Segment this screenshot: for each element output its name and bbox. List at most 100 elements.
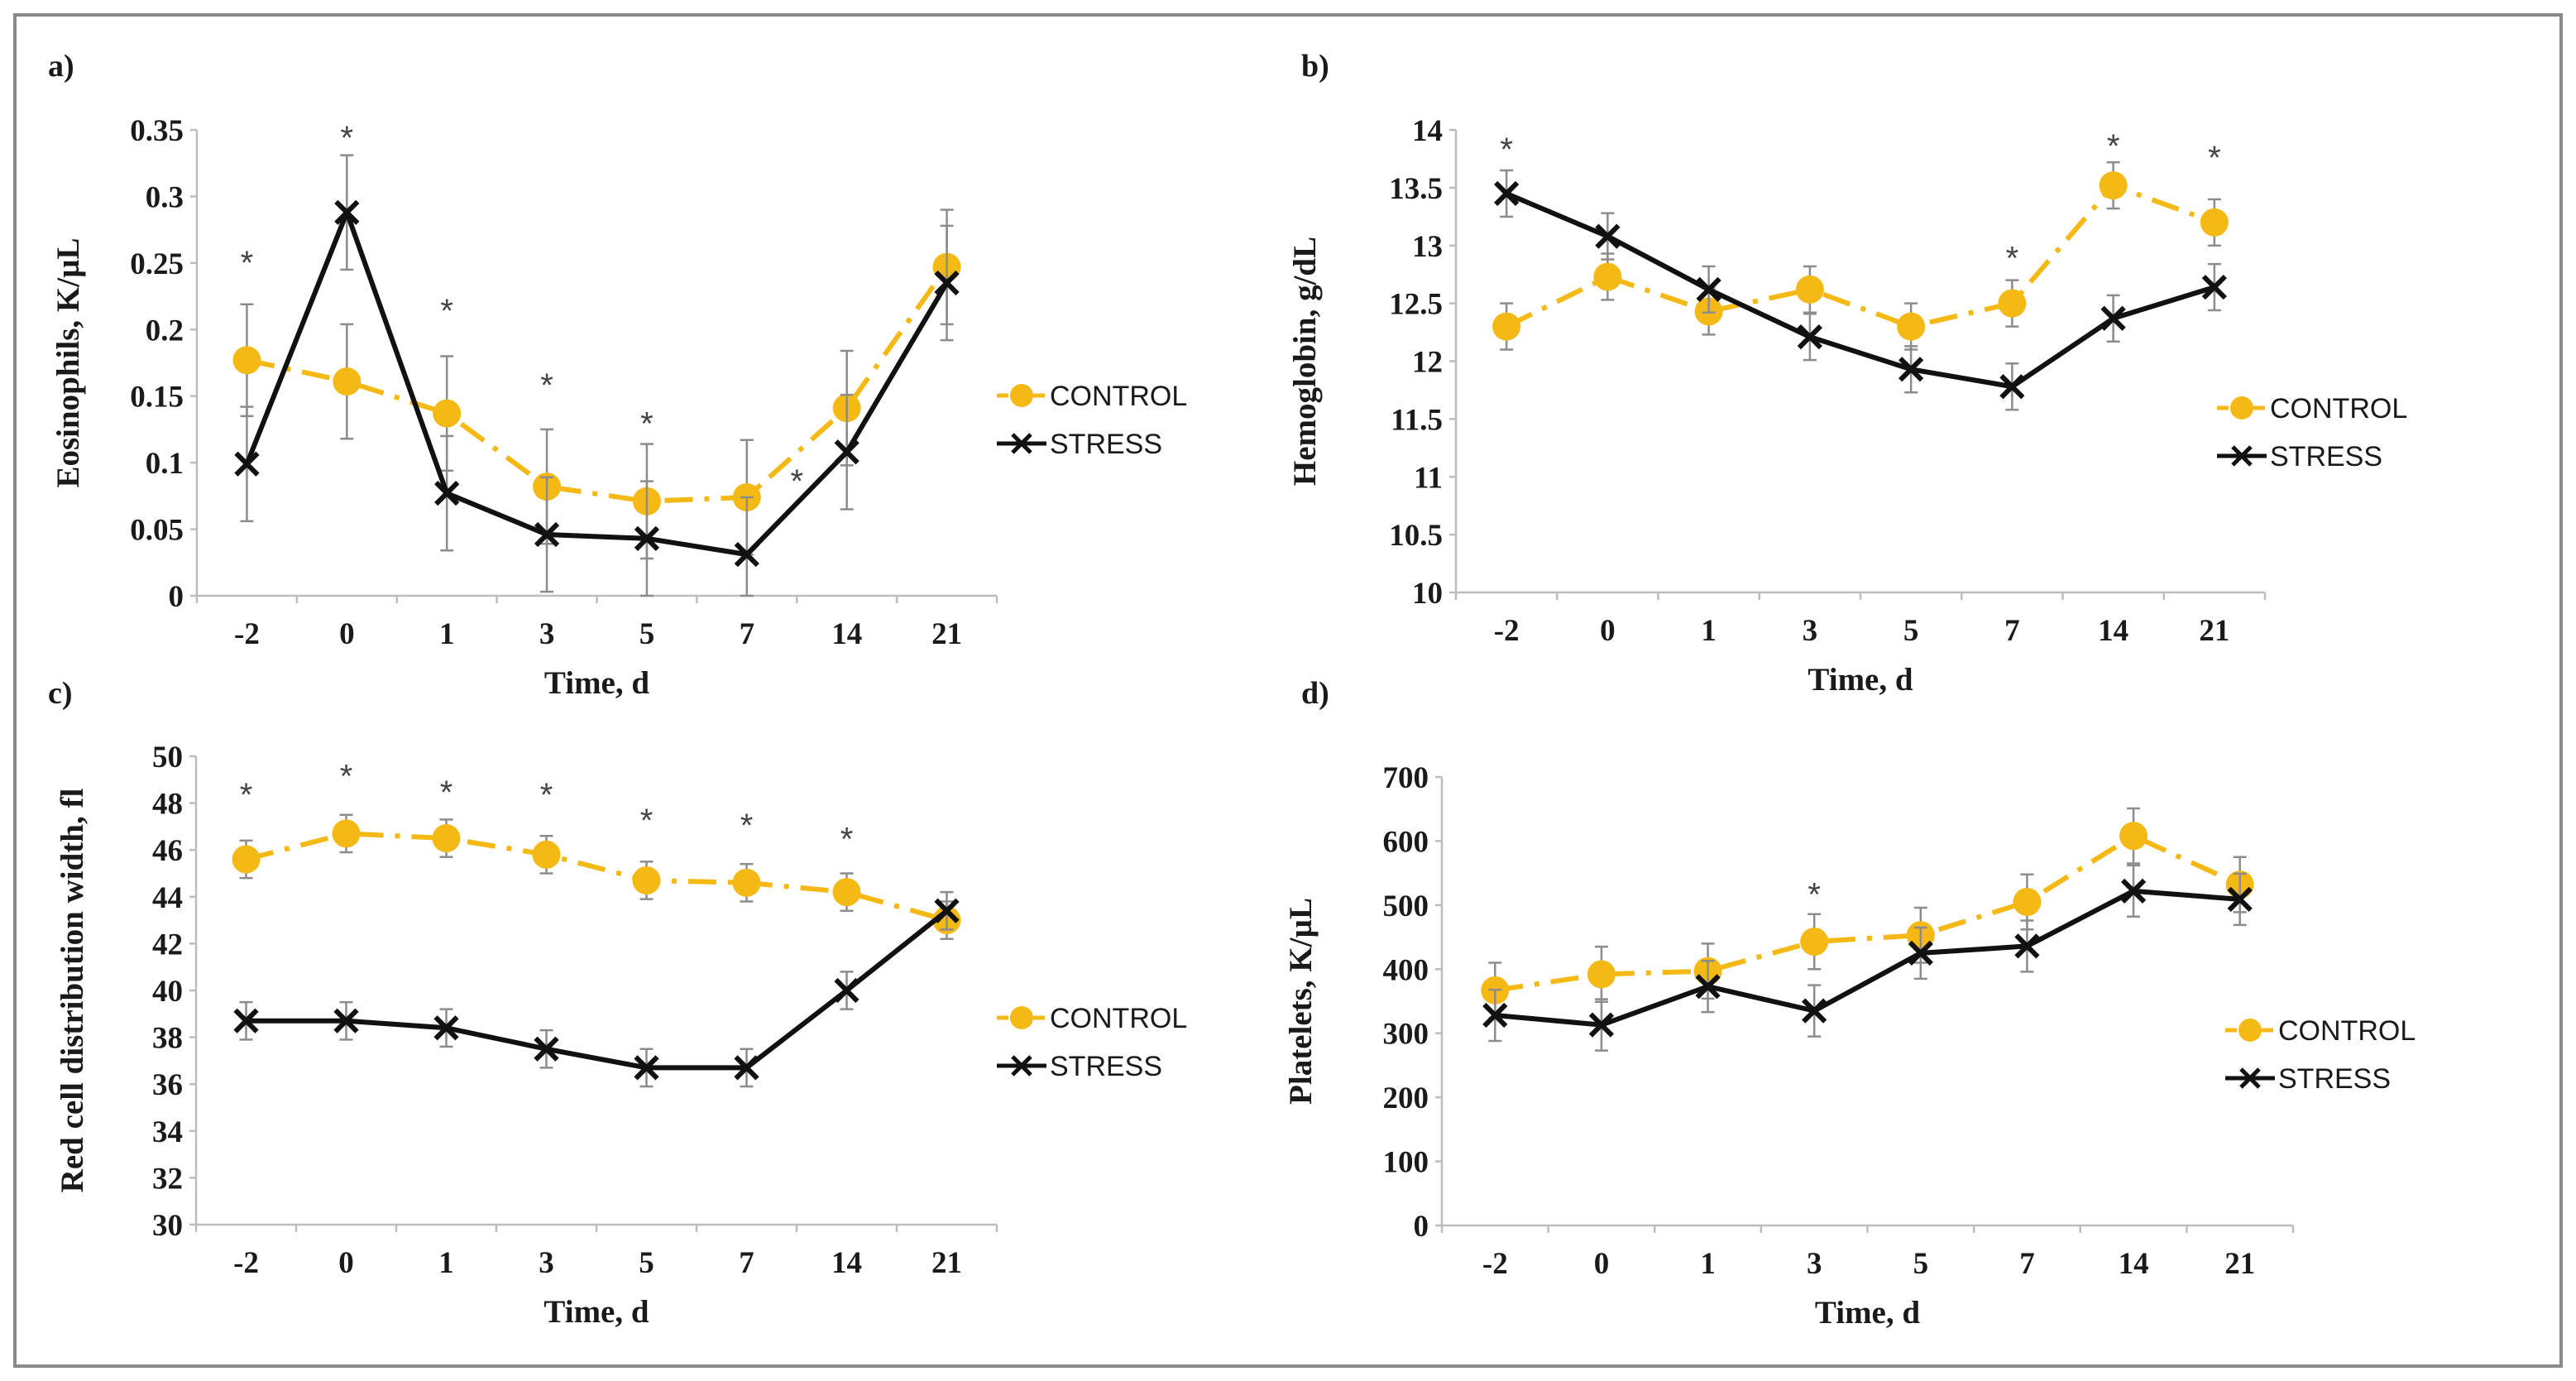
- panel-b-stress-point: [1999, 374, 2025, 400]
- panel-d-x-tick-label: -2: [1482, 1247, 1508, 1281]
- panel-c-stress-point: [634, 1055, 659, 1081]
- panel-c-label: c): [48, 676, 73, 711]
- panel-a-stress-point: [934, 270, 960, 296]
- panel-c-control-point: [532, 840, 561, 869]
- panel-c-significance-star: *: [540, 777, 553, 813]
- panel-d-legend: CONTROL STRESS: [2225, 1015, 2416, 1095]
- panel-b-y-tick-label: 11: [1414, 461, 1443, 495]
- panel-d-y-tick-label: 600: [1383, 825, 1429, 859]
- panel-b-x-tick-label: 14: [2098, 614, 2128, 648]
- panel-c-legend-label-stress: STRESS: [1050, 1051, 1162, 1082]
- panel-c-x-tick-label: 21: [931, 1246, 962, 1280]
- panel-a-y-tick-label: 0: [169, 580, 184, 614]
- panel-b-legend-item-stress: STRESS: [2217, 441, 2382, 472]
- panel-d-y-axis-title: Platelets, K/µL: [1283, 898, 1319, 1105]
- panel-d-y-tick-label: 400: [1383, 953, 1429, 987]
- panel-c-legend-label-control: CONTROL: [1050, 1003, 1187, 1034]
- panel-a-x-tick-label: 7: [740, 617, 755, 651]
- panel-a-legend: CONTROL STRESS: [997, 381, 1187, 460]
- panel-b-x-tick-label: 21: [2199, 614, 2229, 648]
- panel-d-legend-item-stress: STRESS: [2225, 1063, 2391, 1095]
- panel-b-y-axis-title: Hemoglobin, g/dL: [1287, 237, 1323, 486]
- figure-frame: [13, 13, 2563, 1368]
- panel-a-y-tick-label: 0.05: [130, 514, 184, 548]
- panel-b-significance-star: *: [1500, 132, 1513, 168]
- panel-a-x-tick-label: 21: [931, 617, 962, 651]
- panel-a-y-axis-title: Eosinophils, K/µL: [50, 237, 86, 487]
- panel-b-y-tick-label: 13.5: [1389, 172, 1443, 206]
- panel-a-stress-error-bar: [740, 496, 754, 597]
- panel-b-y-tick-label: 12: [1412, 346, 1443, 380]
- panel-b-legend-label-control: CONTROL: [2270, 393, 2407, 424]
- panel-a-y-tick-label: 0.1: [146, 447, 184, 481]
- panel-c-y-tick-label: 50: [152, 741, 183, 774]
- panel-a-significance-star: *: [790, 463, 803, 500]
- panel-d-significance-star: *: [1808, 876, 1821, 913]
- panel-c-x-tick-label: -2: [233, 1246, 259, 1280]
- panel-b-x-tick-label: 3: [1803, 614, 1818, 648]
- panel-a-y-tick-label: 0.15: [130, 381, 184, 415]
- panel-c-x-tick-label: 3: [539, 1246, 554, 1280]
- panel-a-control-point: [433, 399, 462, 428]
- panel-b-control-point: [2099, 171, 2128, 200]
- panel-a-y-tick-label: 0.3: [146, 180, 184, 214]
- panel-a-stress-point: [634, 525, 660, 551]
- panel-a-legend-label-stress: STRESS: [1050, 429, 1162, 460]
- panel-c-stress-point: [834, 977, 859, 1004]
- panel-a-legend-label-control: CONTROL: [1050, 381, 1187, 412]
- panel-b-control-point: [1795, 275, 1824, 304]
- panel-c-stress-point: [734, 1055, 759, 1081]
- panel-b-significance-star: *: [2107, 128, 2120, 165]
- panel-d-stress-point: [1588, 1012, 1615, 1038]
- panel-d-x-tick-label: 3: [1807, 1247, 1822, 1281]
- panel-b-stress-point: [2100, 305, 2126, 331]
- panel-b-stress-point: [2201, 274, 2227, 300]
- panel-b-x-tick-label: 1: [1701, 614, 1717, 648]
- panel-b-legend-item-control: CONTROL: [2217, 393, 2407, 424]
- panel-c-y-tick-label: 42: [152, 928, 183, 961]
- panel-d-stress-line: [1495, 888, 2240, 1028]
- panel-c-y-tick-label: 46: [152, 834, 183, 868]
- panel-b-label: b): [1301, 49, 1329, 84]
- panel-d-x-tick-label: 14: [2119, 1247, 2149, 1281]
- panel-b-control-point: [1897, 312, 1926, 341]
- panel-c-y-axis-title: Red cell distribution width, fl: [55, 789, 90, 1193]
- panel-c-y-tick-label: 36: [152, 1068, 183, 1102]
- panel-c-control-point: [832, 878, 861, 907]
- panel-b-significance-star: *: [2006, 241, 2019, 277]
- panel-d-y-tick-label: 700: [1383, 761, 1429, 795]
- panel-a-stress-point: [834, 439, 859, 465]
- panel-a-stress-point: [334, 199, 360, 225]
- panel-a-y-tick-label: 0.25: [130, 247, 184, 281]
- panel-c-y-tick-label: 38: [152, 1022, 183, 1056]
- panel-a-stress-point: [434, 481, 460, 506]
- panel-d-stress-point: [1695, 974, 1721, 1000]
- panel-c-stress-line: [246, 909, 949, 1071]
- panel-a-stress-line: [244, 209, 950, 558]
- panel-b-control-point: [1998, 289, 2027, 318]
- panel-b-stress-point: [1696, 276, 1721, 302]
- panel-c-control-line: [245, 831, 948, 923]
- panel-a-control-point: [333, 367, 362, 396]
- panel-d-x-tick-label: 21: [2224, 1247, 2255, 1281]
- panel-a-significance-star: *: [440, 293, 453, 329]
- panel-d-x-axis-title: Time, d: [1815, 1295, 1920, 1331]
- panel-c-control-point: [632, 866, 661, 894]
- panel-c-legend: CONTROL STRESS: [997, 1003, 1187, 1082]
- panel-b-control-point: [2200, 208, 2229, 237]
- panel-c-y-tick-label: 44: [152, 881, 183, 915]
- panel-d-y-tick-label: 500: [1383, 889, 1429, 923]
- panel-d-legend-item-control: CONTROL: [2225, 1015, 2416, 1047]
- panel-c-x-tick-label: 7: [739, 1246, 754, 1280]
- panel-a-legend-item-stress: STRESS: [997, 429, 1162, 460]
- panel-b-stress-line: [1505, 191, 2215, 390]
- panel-d-control-point: [2013, 887, 2042, 916]
- panel-b-control-point: [1593, 262, 1622, 291]
- panel-a-x-tick-label: 0: [339, 617, 355, 651]
- panel-c-stress-point: [534, 1036, 559, 1062]
- panel-d-y-tick-label: 200: [1383, 1081, 1429, 1115]
- panel-c-y-tick-label: 34: [152, 1115, 183, 1149]
- panel-d-x-tick-label: 1: [1700, 1247, 1716, 1281]
